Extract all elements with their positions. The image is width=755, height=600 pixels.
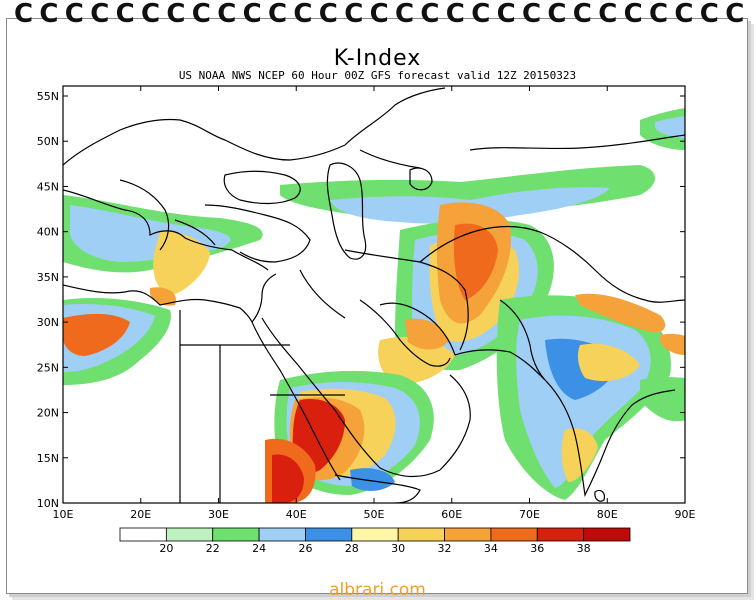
colorbar bbox=[119, 527, 631, 542]
colorbar-label: 28 bbox=[344, 542, 359, 555]
latitude-label: 25N bbox=[37, 361, 59, 374]
watermark-text: albrari.com bbox=[329, 580, 426, 600]
map-subtitle: US NOAA NWS NCEP 60 Hour 00Z GFS forecas… bbox=[178, 69, 577, 82]
field-red-casia bbox=[453, 223, 498, 300]
latitude-label: 15N bbox=[37, 452, 59, 465]
field-yellow-sindia bbox=[561, 428, 598, 482]
colorbar-swatch bbox=[583, 527, 631, 542]
longitude-label: 20E bbox=[130, 508, 151, 521]
colorbar-swatch bbox=[536, 527, 585, 542]
colorbar-swatch bbox=[305, 527, 353, 542]
colorbar-swatch bbox=[490, 527, 538, 542]
field-orange-gulf bbox=[405, 318, 448, 350]
axis-ticks bbox=[62, 86, 686, 504]
colorbar-label: 36 bbox=[530, 542, 545, 555]
colorbar-label: 26 bbox=[298, 542, 313, 555]
field-green-bengal bbox=[640, 377, 685, 422]
field-yellow-gulf bbox=[378, 336, 455, 385]
field-blue-ne bbox=[655, 116, 685, 138]
latitude-label: 40N bbox=[37, 226, 59, 239]
field-blue-aden bbox=[350, 468, 395, 491]
colorbar-label: 22 bbox=[205, 542, 220, 555]
latitude-label: 55N bbox=[37, 90, 59, 103]
latitude-label: 45N bbox=[37, 180, 59, 193]
longitude-label: 40E bbox=[286, 508, 307, 521]
latitude-labels: 55N 50N 45N 40N 35N 30N 25N 20N 15N 10N bbox=[37, 90, 59, 510]
longitude-label: 80E bbox=[597, 508, 618, 521]
longitude-label: 60E bbox=[441, 508, 462, 521]
colorbar-label: 24 bbox=[252, 542, 267, 555]
colorbar-label: 32 bbox=[437, 542, 452, 555]
longitude-label: 30E bbox=[208, 508, 229, 521]
latitude-label: 35N bbox=[37, 271, 59, 284]
coastlines-borders bbox=[63, 87, 685, 503]
colorbar-swatch bbox=[258, 527, 306, 542]
field-red-horn bbox=[272, 454, 304, 503]
map-title: K-Index bbox=[333, 46, 422, 71]
latitude-label: 20N bbox=[37, 407, 59, 420]
colorbar-label: 38 bbox=[576, 542, 591, 555]
field-orange-bengal bbox=[660, 333, 685, 355]
colorbar-swatch bbox=[119, 527, 167, 542]
colorbar-swatch bbox=[165, 527, 214, 542]
longitude-label: 10E bbox=[53, 508, 74, 521]
field-yellow-med bbox=[153, 231, 210, 296]
colorbar-label: 30 bbox=[391, 542, 406, 555]
latitude-label: 30N bbox=[37, 316, 59, 329]
longitude-label: 50E bbox=[364, 508, 385, 521]
colorbar-swatch bbox=[397, 527, 445, 542]
colorbar-swatch bbox=[212, 527, 260, 542]
longitude-label: 70E bbox=[519, 508, 540, 521]
colorbar-label: 20 bbox=[159, 542, 174, 555]
field-yellow-india bbox=[577, 343, 640, 382]
field-orange-nafrica bbox=[63, 313, 130, 356]
colorbar-swatch bbox=[444, 527, 492, 542]
latitude-label: 50N bbox=[37, 135, 59, 148]
field-orange-himalaya bbox=[575, 293, 666, 333]
longitude-labels: 10E 20E 30E 40E 50E 60E 70E 80E 90E bbox=[53, 508, 696, 521]
k-index-fields bbox=[63, 108, 685, 503]
longitude-label: 90E bbox=[675, 508, 696, 521]
latitude-label: 10N bbox=[37, 497, 59, 510]
colorbar-label: 34 bbox=[483, 542, 498, 555]
colorbar-swatch bbox=[351, 527, 399, 542]
